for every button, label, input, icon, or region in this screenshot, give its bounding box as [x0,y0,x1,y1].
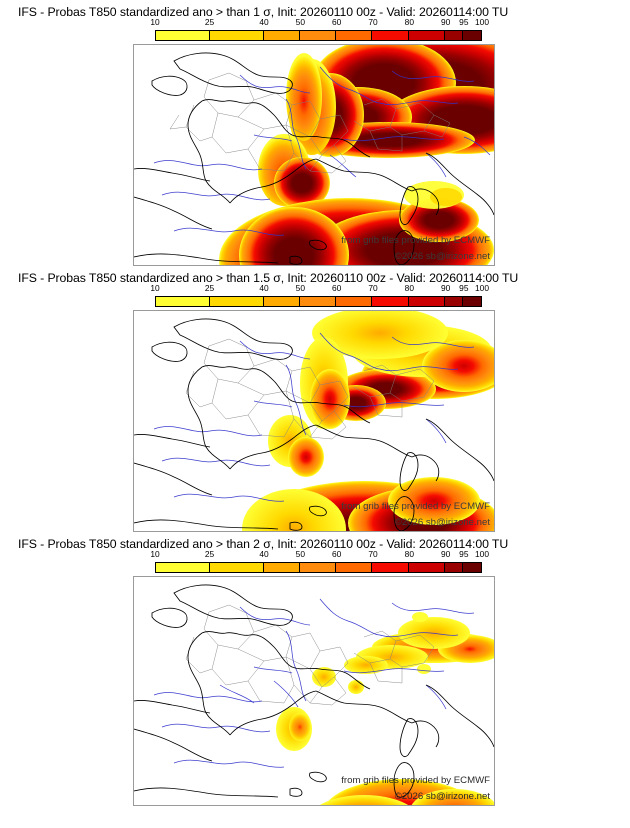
map-canvas-1p5sigma[interactable]: from grib files provided by ECMWF ©2026 … [133,310,495,532]
colorbar-tick: 80 [404,17,414,27]
map-svg [134,577,494,805]
colorbar-tick: 90 [440,283,451,293]
colorbar-segment-25-40 [209,297,264,306]
panel-title: IFS - Probas T850 standardized ano > tha… [18,271,519,285]
colorbar-tick: 80 [404,549,414,559]
colorbar-tick-labels: 10 25 40 50 60 70 80 90 95 100 [150,549,489,561]
colorbar-segment-70-80 [372,31,409,40]
colorbar-segment-95-100 [463,563,481,572]
colorbar-tick: 40 [259,17,269,27]
map-inner [134,577,494,805]
colorbar-tick: 70 [368,17,378,27]
colorbar-segment-50-60 [299,563,337,572]
colorbar-segment-10-25 [156,563,210,572]
colorbar-segment-25-40 [209,563,264,572]
colorbar-tick: 60 [331,17,342,27]
colorbar-tick: 10 [150,549,160,559]
colorbar-tick: 60 [331,283,342,293]
map-inner [134,311,494,531]
colorbar-segment-10-25 [156,297,210,306]
colorbar-segment-95-100 [463,31,481,40]
colorbar-segment-60-70 [336,31,373,40]
panel-header: IFS - Probas T850 standardized ano > tha… [0,266,630,310]
colorbar-tick: 50 [295,283,305,293]
colorbar-tick: 100 [475,17,489,27]
colorbar-tick: 50 [295,17,305,27]
colorbar-segment-50-60 [299,297,337,306]
colorbar-segment-80-90 [408,31,445,40]
colorbar-tick: 95 [459,283,469,293]
colorbar-tick: 90 [440,549,451,559]
colorbar-segment-50-60 [299,31,337,40]
colorbar-segment-95-100 [463,297,481,306]
panel-title: IFS - Probas T850 standardized ano > tha… [18,5,509,19]
colorbar-tick: 95 [459,549,469,559]
map-svg [134,311,494,531]
colorbar-1p5sigma: 10 25 40 50 60 70 80 90 95 100 [150,283,489,307]
colorbar-segment-90-95 [444,31,464,40]
colorbar-segment-90-95 [444,297,464,306]
colorbar-2sigma: 10 25 40 50 60 70 80 90 95 100 [150,549,489,573]
colorbar-segment-40-50 [263,563,300,572]
colorbar-segment-80-90 [408,563,445,572]
map-canvas-1sigma[interactable]: from grib files provided by ECMWF ©2026 … [133,44,495,266]
colorbar-tick: 95 [459,17,469,27]
map-inner [134,45,494,265]
forecast-panel-1p5sigma: IFS - Probas T850 standardized ano > tha… [0,266,630,532]
map-canvas-2sigma[interactable]: from grib files provided by ECMWF ©2026 … [133,576,495,806]
colorbar-tick: 90 [440,17,451,27]
colorbar-1sigma: 10 25 40 50 60 70 80 90 95 100 [150,17,489,41]
colorbar-segment-60-70 [336,563,373,572]
colorbar-segment-80-90 [408,297,445,306]
colorbar-tick: 70 [368,283,378,293]
panel-header: IFS - Probas T850 standardized ano > tha… [0,532,630,576]
colorbar-tick: 70 [368,549,378,559]
colorbar-tick-labels: 10 25 40 50 60 70 80 90 95 100 [150,283,489,295]
colorbar-tick: 50 [295,549,305,559]
colorbar-tick-labels: 10 25 40 50 60 70 80 90 95 100 [150,17,489,29]
forecast-panel-2sigma: IFS - Probas T850 standardized ano > tha… [0,532,630,806]
colorbar-tick: 60 [331,549,342,559]
colorbar-segment-90-95 [444,563,464,572]
forecast-panel-1sigma: IFS - Probas T850 standardized ano > tha… [0,0,630,266]
colorbar-segment-40-50 [263,297,300,306]
colorbar-tick: 40 [259,549,269,559]
colorbar-tick: 25 [204,17,215,27]
panel-title: IFS - Probas T850 standardized ano > tha… [18,537,509,551]
colorbar-segment-25-40 [209,31,264,40]
colorbar-gradient [155,30,482,41]
colorbar-gradient [155,562,482,573]
colorbar-tick: 10 [150,17,160,27]
colorbar-segment-70-80 [372,297,409,306]
colorbar-segment-10-25 [156,31,210,40]
colorbar-tick: 25 [204,283,215,293]
map-svg [134,45,494,265]
colorbar-tick: 40 [259,283,269,293]
colorbar-tick: 80 [404,283,414,293]
colorbar-tick: 100 [475,549,489,559]
colorbar-segment-60-70 [336,297,373,306]
colorbar-tick: 100 [475,283,489,293]
colorbar-tick: 25 [204,549,215,559]
colorbar-segment-70-80 [372,563,409,572]
panel-header: IFS - Probas T850 standardized ano > tha… [0,0,630,44]
colorbar-gradient [155,296,482,307]
colorbar-segment-40-50 [263,31,300,40]
colorbar-tick: 10 [150,283,160,293]
